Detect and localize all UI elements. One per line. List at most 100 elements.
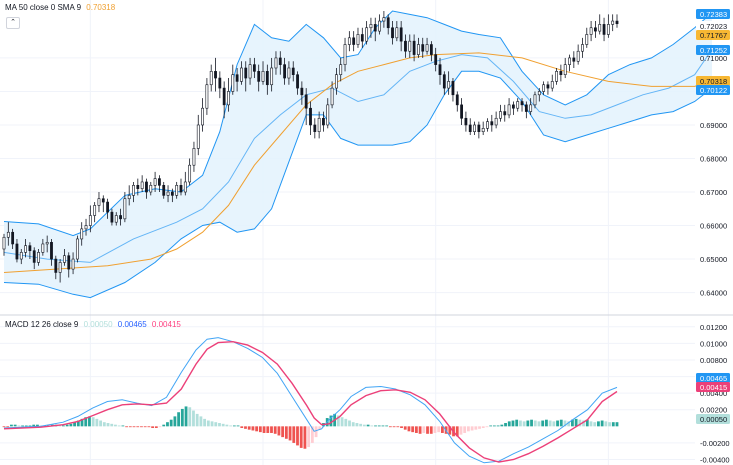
histogram-bar: [266, 426, 270, 433]
histogram-bar: [593, 422, 597, 427]
histogram-bar: [548, 420, 552, 427]
histogram-bar: [597, 421, 600, 427]
candle-body: [615, 20, 619, 25]
histogram-bar: [255, 426, 259, 432]
histogram-bar: [362, 424, 366, 427]
candle-body: [516, 101, 520, 109]
histogram-bar: [422, 426, 426, 433]
histogram-bar: [545, 419, 548, 427]
histogram-bar: [310, 426, 314, 443]
macd-tick-label: 0.00400: [700, 389, 727, 398]
bollinger-band-fill: [4, 11, 712, 298]
candle-body: [222, 87, 226, 106]
candle-body: [32, 250, 36, 263]
histogram-bar: [307, 426, 311, 448]
histogram-bar: [604, 421, 608, 427]
histogram-bar: [563, 420, 567, 427]
macd-tag: [696, 414, 730, 424]
candle-body: [278, 57, 282, 65]
candle-body: [425, 44, 429, 52]
ma-legend[interactable]: MA 50 close 0 SMA 9 0.70318: [5, 3, 118, 12]
candle-body: [183, 181, 187, 193]
histogram-bar: [24, 425, 28, 427]
histogram-bar: [411, 426, 415, 433]
histogram-bar: [143, 426, 147, 428]
histogram-bar: [262, 426, 266, 433]
ma-50-line: [3, 52, 713, 273]
candle-body: [572, 57, 576, 62]
histogram-bar: [589, 421, 593, 427]
candle-body: [188, 164, 192, 183]
histogram-bar: [370, 425, 374, 427]
macd-tag-label: 0.00415: [700, 383, 727, 392]
candle-body: [486, 121, 489, 129]
candle-body: [529, 104, 533, 112]
histogram-bar: [128, 426, 132, 428]
histogram-bar: [459, 426, 463, 435]
price-pane[interactable]: [0, 0, 713, 465]
candle-body: [464, 117, 468, 126]
histogram-bar: [110, 423, 114, 427]
histogram-bar: [76, 420, 80, 427]
candle-body: [412, 40, 416, 55]
histogram-bar: [348, 420, 351, 427]
histogram-bar: [418, 426, 422, 434]
histogram-bar: [206, 420, 210, 427]
candle-body: [373, 24, 377, 32]
price-tag: [696, 30, 730, 40]
macd-tick-label: 0.00800: [700, 356, 727, 365]
macd-legend[interactable]: MACD 12 26 close 9 0.00050 0.00465 0.004…: [5, 320, 184, 329]
candle-body: [507, 104, 511, 116]
price-tag: [696, 85, 730, 95]
histogram-bar: [166, 422, 169, 427]
candle-body: [114, 215, 118, 223]
candle-body: [313, 124, 317, 132]
price-tick-label: 0.68000: [700, 154, 727, 163]
candle-body: [140, 181, 144, 189]
candle-body: [41, 243, 45, 253]
price-tag: [696, 76, 730, 86]
candle-body: [568, 57, 571, 65]
histogram-bar: [359, 423, 363, 427]
candle-body: [360, 34, 364, 42]
histogram-bar: [225, 424, 229, 427]
candle-body: [300, 87, 304, 96]
price-tick-label: 0.67000: [700, 188, 727, 197]
histogram-bar: [336, 415, 340, 427]
candle-body: [330, 87, 334, 106]
candle-body: [37, 252, 40, 263]
candle-body: [158, 178, 161, 186]
candle-body: [19, 252, 23, 260]
histogram-bar: [177, 412, 181, 427]
macd-tick-label: 0.01000: [700, 339, 727, 348]
candle-body: [110, 211, 114, 223]
histogram-bar: [151, 426, 155, 428]
histogram-bar: [582, 420, 585, 427]
macd-axis[interactable]: 0.012000.010000.008000.006000.004000.002…: [700, 323, 730, 465]
histogram-bar: [6, 426, 10, 428]
histogram-bar: [184, 406, 188, 427]
histogram-bar: [147, 426, 151, 428]
candle-body: [209, 71, 213, 86]
macd-legend-hist-value: 0.00050: [83, 320, 113, 329]
histogram-bar: [567, 421, 571, 427]
signal-line: [3, 340, 618, 463]
histogram-bar: [463, 426, 467, 433]
histogram-bar: [407, 426, 411, 432]
macd-pane[interactable]: [0, 326, 695, 464]
candle-body: [15, 243, 19, 260]
histogram-bar: [526, 420, 530, 427]
candle-body: [192, 148, 196, 166]
histogram-bar: [485, 426, 489, 428]
histogram-bar: [80, 418, 84, 427]
macd-legend-signal-value: 0.00415: [151, 320, 181, 329]
histogram-bar: [381, 425, 385, 427]
histogram-bar: [574, 418, 578, 427]
histogram-bar: [414, 426, 418, 433]
candle-body: [382, 17, 386, 22]
candle-body: [218, 77, 222, 89]
histogram-bar: [69, 423, 73, 427]
collapse-legend-button[interactable]: ⌃: [6, 17, 20, 29]
histogram-bar: [28, 425, 32, 427]
